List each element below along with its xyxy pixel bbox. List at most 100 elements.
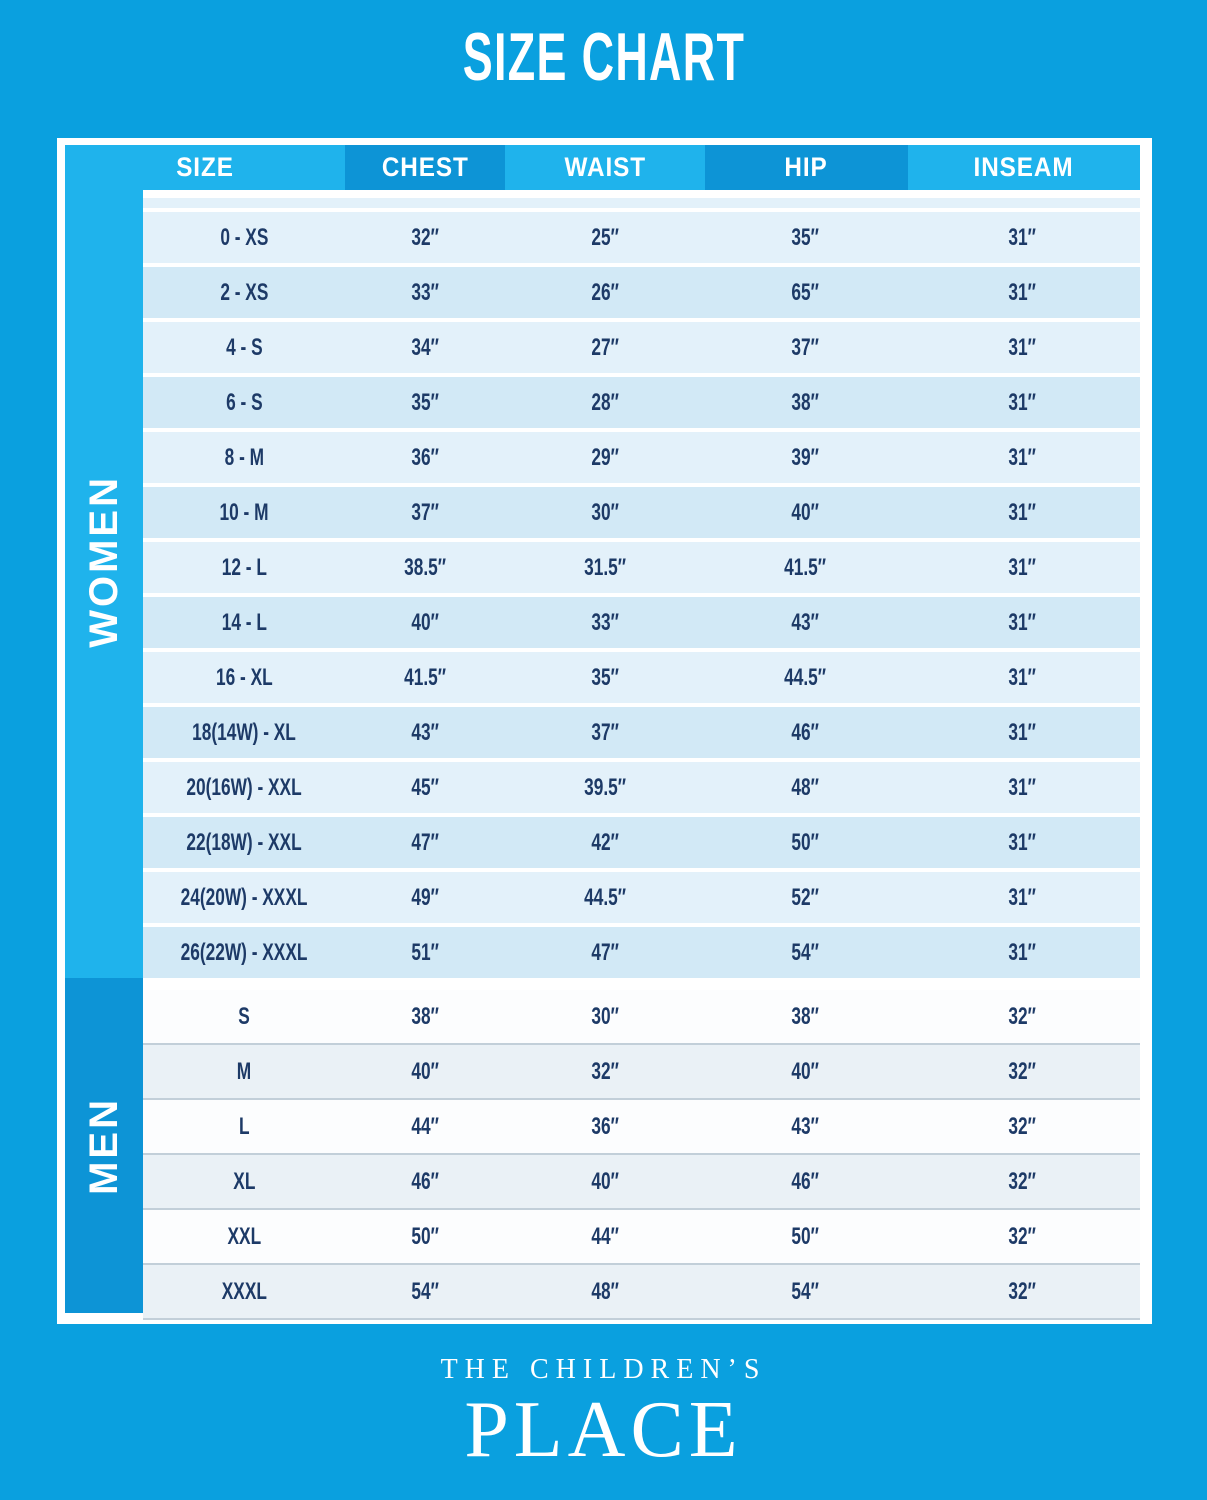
women-rows: 0 - XS 32″ 25″ 35″ 31″ 2 - XS 33″ 26″ 65″ 31″ 4 - …	[143, 212, 1140, 982]
cell-hip: 38″	[705, 1003, 905, 1031]
cell-hip: 46″	[705, 1168, 905, 1196]
cell-size: 18(14W) - XL	[143, 719, 345, 747]
cell-waist: 42″	[505, 829, 705, 857]
cell-hip: 65″	[705, 279, 905, 307]
cell-size: XXXL	[143, 1278, 345, 1306]
cell-value: 45″	[411, 773, 439, 801]
section-band-men: MEN	[65, 978, 143, 1313]
cell-value: XL	[232, 1167, 256, 1195]
cell-inseam: 31″	[905, 499, 1140, 527]
cell-value: 31″	[1008, 773, 1037, 801]
cell-value: 54″	[791, 1277, 819, 1305]
column-header-inseam: INSEAM	[908, 145, 1140, 190]
cell-chest: 35″	[345, 389, 505, 417]
cell-value: 20(16W) - XXL	[186, 773, 302, 801]
men-rows: S 38″ 30″ 38″ 32″ M 40″ 32″ 40″ 32″ L 44″ 36″ 43″ 32″ X…	[143, 990, 1140, 1320]
cell-value: 34″	[411, 333, 439, 361]
cell-hip: 48″	[705, 774, 905, 802]
cell-value: 38.5″	[404, 553, 446, 581]
table-row: XXXL 54″ 48″ 54″ 32″	[143, 1263, 1140, 1318]
section-band-women: WOMEN	[65, 145, 143, 978]
cell-chest: 40″	[345, 1058, 505, 1086]
cell-value: 46″	[411, 1167, 439, 1195]
cell-hip: 39″	[705, 444, 905, 472]
cell-waist: 28″	[505, 389, 705, 417]
cell-inseam: 32″	[905, 1223, 1140, 1251]
cell-value: 44.5″	[584, 883, 626, 911]
table-row: L 44″ 36″ 43″ 32″	[143, 1098, 1140, 1153]
cell-waist: 25″	[505, 224, 705, 252]
cell-inseam: 32″	[905, 1113, 1140, 1141]
cell-inseam: 31″	[905, 664, 1140, 692]
table-row: 2 - XS 33″ 26″ 65″ 31″	[143, 267, 1140, 318]
cell-value: M	[236, 1057, 252, 1085]
cell-value: 31″	[1008, 223, 1037, 251]
cell-waist: 47″	[505, 939, 705, 967]
cell-chest: 45″	[345, 774, 505, 802]
column-header-waist-label: WAIST	[564, 152, 646, 182]
cell-value: 31″	[1008, 718, 1037, 746]
table-row: 4 - S 34″ 27″ 37″ 31″	[143, 322, 1140, 373]
cell-value: 36″	[591, 1112, 619, 1140]
cell-value: 39.5″	[584, 773, 626, 801]
table-row: 16 - XL 41.5″ 35″ 44.5″ 31″	[143, 652, 1140, 703]
cell-chest: 36″	[345, 444, 505, 472]
cell-value: 47″	[591, 938, 619, 966]
cell-size: 24(20W) - XXXL	[143, 884, 345, 912]
cell-value: 8 - M	[224, 443, 264, 471]
cell-inseam: 32″	[905, 1058, 1140, 1086]
cell-value: 47″	[411, 828, 439, 856]
cell-chest: 54″	[345, 1278, 505, 1306]
cell-size: 22(18W) - XXL	[143, 829, 345, 857]
cell-value: 14 - L	[221, 608, 267, 636]
cell-size: 0 - XS	[143, 224, 345, 252]
cell-chest: 44″	[345, 1113, 505, 1141]
cell-value: 43″	[791, 608, 819, 636]
table-row: M 40″ 32″ 40″ 32″	[143, 1043, 1140, 1098]
cell-inseam: 31″	[905, 334, 1140, 362]
cell-hip: 54″	[705, 1278, 905, 1306]
cell-value: 30″	[591, 498, 619, 526]
cell-chest: 40″	[345, 609, 505, 637]
cell-value: 52″	[791, 883, 819, 911]
section-label-men: MEN	[81, 1096, 126, 1195]
table-row: 6 - S 35″ 28″ 38″ 31″	[143, 377, 1140, 428]
cell-chest: 41.5″	[345, 664, 505, 692]
cell-waist: 40″	[505, 1168, 705, 1196]
cell-value: 40″	[791, 498, 819, 526]
cell-waist: 44″	[505, 1223, 705, 1251]
cell-size: 6 - S	[143, 389, 345, 417]
cell-size: 10 - M	[143, 499, 345, 527]
cell-hip: 37″	[705, 334, 905, 362]
decorative-top-strip	[143, 198, 1140, 208]
cell-inseam: 32″	[905, 1278, 1140, 1306]
section-label-women: WOMEN	[81, 475, 126, 648]
table-row: 14 - L 40″ 33″ 43″ 31″	[143, 597, 1140, 648]
column-header-hip: HIP	[705, 145, 908, 190]
cell-value: 22(18W) - XXL	[186, 828, 302, 856]
cell-size: L	[143, 1113, 345, 1141]
cell-hip: 43″	[705, 609, 905, 637]
cell-hip: 50″	[705, 829, 905, 857]
cell-value: 31″	[1008, 828, 1037, 856]
cell-value: 26(22W) - XXXL	[180, 938, 308, 966]
cell-value: 50″	[411, 1222, 439, 1250]
cell-value: 31″	[1008, 608, 1037, 636]
cell-inseam: 31″	[905, 444, 1140, 472]
cell-waist: 30″	[505, 1003, 705, 1031]
cell-waist: 35″	[505, 664, 705, 692]
cell-value: 18(14W) - XL	[192, 718, 296, 746]
cell-inseam: 31″	[905, 554, 1140, 582]
cell-value: 32″	[1008, 1167, 1037, 1195]
cell-inseam: 31″	[905, 829, 1140, 857]
column-header-chest-label: CHEST	[381, 152, 469, 182]
cell-value: 36″	[411, 443, 439, 471]
cell-size: XXL	[143, 1223, 345, 1251]
cell-chest: 51″	[345, 939, 505, 967]
table-header-row: SIZE CHEST WAIST HIP INSEAM	[65, 145, 1140, 190]
cell-waist: 48″	[505, 1278, 705, 1306]
brand-name-top: THE CHILDREN’S	[440, 1354, 767, 1385]
cell-value: 16 - XL	[215, 663, 273, 691]
column-header-hip-label: HIP	[784, 152, 829, 182]
cell-waist: 32″	[505, 1058, 705, 1086]
